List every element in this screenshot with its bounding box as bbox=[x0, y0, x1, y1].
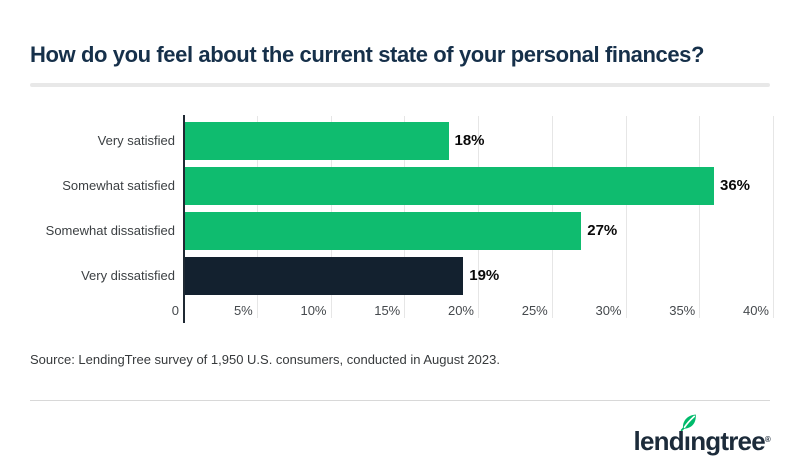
value-label: 27% bbox=[587, 222, 618, 239]
infographic-card: How do you feel about the current state … bbox=[0, 42, 800, 454]
bar-segment bbox=[185, 257, 464, 295]
logo-dotless-i: ı bbox=[683, 426, 691, 456]
x-tick-label-40: 40% bbox=[742, 303, 769, 318]
logo-text-before: lend bbox=[633, 426, 685, 456]
category-label: Somewhat satisfied bbox=[62, 178, 175, 193]
leaf-icon bbox=[680, 414, 696, 431]
category-label: Very dissatisfied bbox=[81, 268, 175, 283]
x-tick-label-5: 5% bbox=[233, 303, 253, 318]
bar-segment bbox=[185, 122, 449, 160]
x-tick-label-0: 0 bbox=[171, 303, 179, 318]
x-tick-label-20: 20% bbox=[447, 303, 474, 318]
title-divider bbox=[30, 83, 770, 87]
logo-dotless-i-wrap: ı bbox=[680, 414, 696, 456]
y-axis-line bbox=[183, 115, 185, 323]
bar-segment bbox=[185, 167, 714, 205]
logo-row: lend ıngtree® bbox=[30, 414, 771, 456]
category-label: Somewhat dissatisfied bbox=[45, 223, 175, 238]
plot-area: 0 5% 10% 15% 20% 25% 30% 35% 40% 18% 36% 27% 19% bbox=[172, 115, 774, 325]
bar-chart: Very satisfied Somewhat satisfied Somewhat… bbox=[30, 115, 774, 325]
x-tick-label-35: 35% bbox=[669, 303, 696, 318]
logo-text-after: ngtree bbox=[690, 426, 765, 456]
footer-divider bbox=[30, 400, 770, 401]
chart-title: How do you feel about the current state … bbox=[30, 42, 705, 67]
category-label: Very satisfied bbox=[97, 133, 175, 148]
x-tick-label-10: 10% bbox=[300, 303, 327, 318]
gridline-30 bbox=[625, 116, 627, 318]
registered-trademark: ® bbox=[764, 435, 771, 444]
gridline-35 bbox=[699, 116, 701, 318]
category-axis: Very satisfied Somewhat satisfied Somewhat… bbox=[30, 115, 175, 325]
gridline-40 bbox=[773, 116, 774, 318]
x-tick-label-25: 25% bbox=[521, 303, 548, 318]
value-label: 18% bbox=[454, 132, 485, 149]
x-tick-label-15: 15% bbox=[374, 303, 401, 318]
source-note: Source: LendingTree survey of 1,950 U.S.… bbox=[30, 352, 500, 367]
lendingtree-logo: lend ıngtree® bbox=[633, 414, 771, 456]
bar-segment bbox=[185, 212, 582, 250]
value-label: 36% bbox=[720, 177, 751, 194]
value-label: 19% bbox=[469, 267, 500, 284]
x-tick-label-30: 30% bbox=[595, 303, 622, 318]
